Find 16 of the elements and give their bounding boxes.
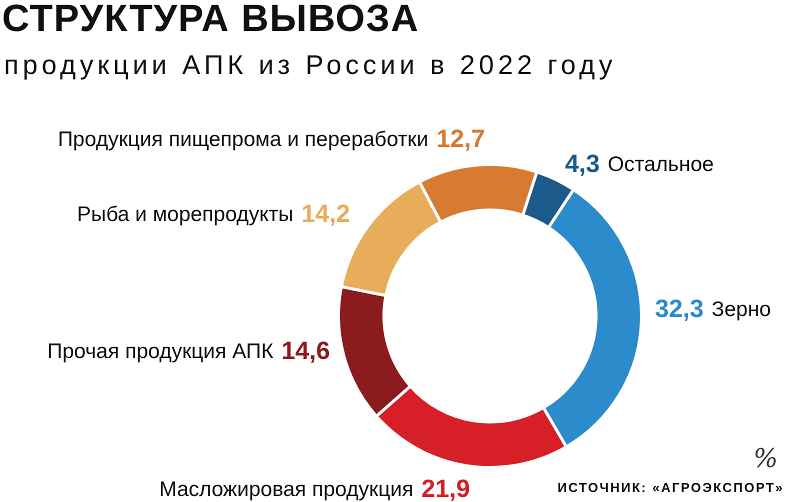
chart-title: СТРУКТУРА ВЫВОЗА (2, 0, 420, 41)
data-label: 14,6 (281, 336, 330, 365)
data-label: 12,7 (436, 124, 486, 153)
text: ИСТОЧНИК: «АГРОЭКСПОРТ» (557, 480, 784, 495)
slice-label: Масложировая продукция (159, 478, 414, 501)
data-label: 14,2 (301, 200, 350, 228)
slice-label: Остальное (608, 152, 714, 176)
slice-label: Продукция пищепрома и переработки (58, 128, 428, 151)
data-label: 4,3 (565, 150, 600, 178)
slice-label: Прочая продукция АПК (47, 340, 274, 363)
chart-subtitle: продукции АПК из России в 2022 году (4, 50, 616, 81)
data-label: 32,3 (655, 294, 704, 323)
slice-label: Рыба и морепродукты (76, 202, 294, 226)
text: % (753, 444, 778, 474)
slice-label: Зерно (712, 298, 771, 321)
data-label: 21,9 (421, 474, 470, 502)
